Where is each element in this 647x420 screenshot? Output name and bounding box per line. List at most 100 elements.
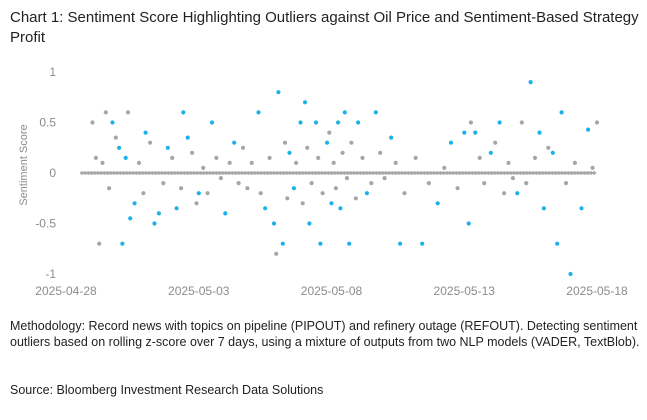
data-point-outlier <box>256 110 261 115</box>
data-point-baseline <box>541 171 545 175</box>
data-point-outlier <box>223 211 228 216</box>
data-point-baseline <box>573 171 577 175</box>
data-point-baseline <box>227 171 231 175</box>
data-point <box>125 110 131 115</box>
data-point-baseline <box>118 171 123 175</box>
data-point <box>305 145 310 150</box>
data-point-baseline <box>400 171 404 175</box>
data-point <box>136 160 142 165</box>
data-point <box>413 155 418 160</box>
data-point-outlier <box>313 120 319 125</box>
data-point-baseline <box>128 171 132 175</box>
data-point-outlier <box>287 150 292 155</box>
data-point <box>274 251 279 256</box>
data-point-baseline <box>291 171 295 175</box>
data-point-baseline <box>83 171 87 175</box>
data-point-baseline <box>192 171 196 175</box>
data-point <box>455 186 460 191</box>
data-point <box>214 155 219 160</box>
data-point-baseline <box>544 171 548 175</box>
data-point-outlier <box>298 120 303 125</box>
data-point <box>227 160 232 165</box>
data-point-baseline <box>230 171 235 175</box>
data-point-outlier <box>435 201 440 206</box>
data-point <box>594 120 600 125</box>
methodology-note: Methodology: Record news with topics on … <box>10 319 640 349</box>
data-point-baseline <box>109 171 113 175</box>
data-point-baseline <box>163 171 167 175</box>
data-point-baseline <box>86 171 91 175</box>
data-point-outlier <box>307 221 312 226</box>
data-point-baseline <box>150 171 155 175</box>
data-point <box>333 186 338 191</box>
data-point-baseline <box>153 171 158 175</box>
data-point <box>327 130 332 135</box>
data-point <box>468 120 473 125</box>
data-point-baseline <box>182 171 187 175</box>
data-point-baseline <box>397 171 401 175</box>
data-point-outlier <box>462 130 467 135</box>
data-point-baseline <box>553 171 558 175</box>
data-point-baseline <box>265 171 270 175</box>
data-point-baseline <box>342 171 347 175</box>
data-point <box>572 160 578 165</box>
data-point-baseline <box>262 171 267 175</box>
data-point-baseline <box>304 171 308 175</box>
data-point-baseline <box>361 171 366 175</box>
data-point-baseline <box>387 171 391 175</box>
data-point-baseline <box>185 171 190 175</box>
data-point <box>93 155 98 160</box>
y-tick-label: 0 <box>49 166 56 180</box>
data-point-baseline <box>249 171 254 175</box>
data-point-baseline <box>233 171 238 175</box>
data-point <box>267 155 272 160</box>
data-point-baseline <box>269 171 273 175</box>
data-point <box>524 181 529 186</box>
data-point <box>141 191 146 196</box>
data-point <box>340 150 345 155</box>
data-point-baseline <box>102 171 107 175</box>
data-point-outlier <box>466 221 471 226</box>
data-point-baseline <box>112 171 116 175</box>
data-point-baseline <box>141 171 145 175</box>
data-point-baseline <box>483 171 487 175</box>
data-point-baseline <box>448 171 452 175</box>
data-point-baseline <box>537 171 542 175</box>
data-point <box>519 120 524 125</box>
data-point-baseline <box>96 171 100 175</box>
data-point-outlier <box>541 206 547 211</box>
data-point <box>378 150 383 155</box>
data-point-baseline <box>189 171 193 175</box>
data-point-baseline <box>275 171 279 175</box>
data-point-baseline <box>509 171 513 175</box>
data-point <box>477 155 482 160</box>
data-point-baseline <box>393 171 398 175</box>
data-point-baseline <box>221 171 225 175</box>
data-point-baseline <box>317 171 321 175</box>
data-point-outlier <box>181 110 186 115</box>
data-point-baseline <box>329 171 334 175</box>
data-point-baseline <box>515 171 519 175</box>
y-axis-label: Sentiment Score <box>18 124 30 205</box>
data-point-outlier <box>232 140 237 145</box>
data-point-baseline <box>323 171 327 175</box>
data-point-baseline <box>518 171 523 175</box>
data-point-baseline <box>528 171 532 175</box>
data-point-baseline <box>390 171 395 175</box>
x-tick-label: 2025-05-18 <box>566 284 628 298</box>
data-point-baseline <box>432 171 436 175</box>
data-point-baseline <box>195 171 199 175</box>
data-point-outlier <box>318 241 323 246</box>
data-point-baseline <box>179 171 183 175</box>
data-point-baseline <box>243 171 247 175</box>
data-point-baseline <box>499 171 503 175</box>
data-point <box>349 140 354 145</box>
data-point-baseline <box>457 171 462 175</box>
data-point-baseline <box>214 171 219 175</box>
data-point-baseline <box>560 171 564 175</box>
data-point-outlier <box>271 221 277 226</box>
data-point-baseline <box>166 171 171 175</box>
data-point-baseline <box>253 171 257 175</box>
data-point-outlier <box>185 135 190 140</box>
